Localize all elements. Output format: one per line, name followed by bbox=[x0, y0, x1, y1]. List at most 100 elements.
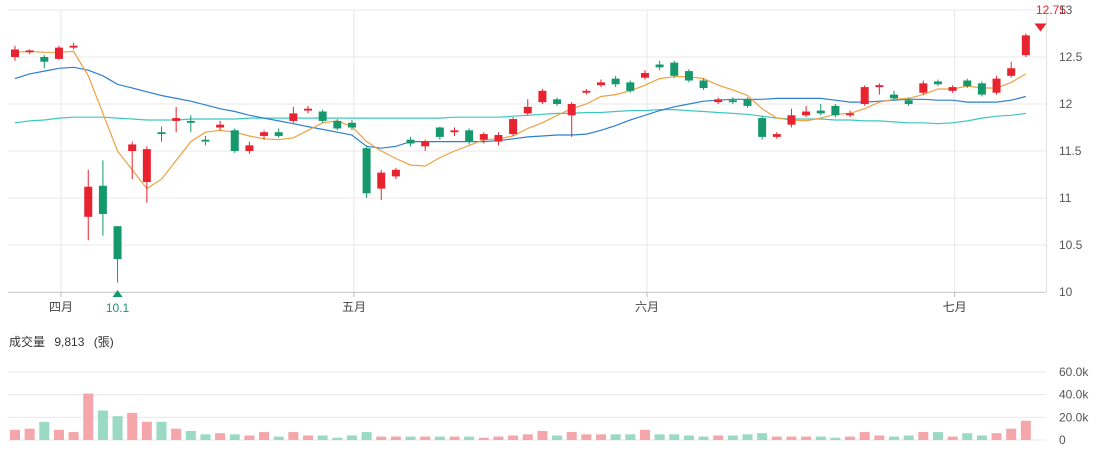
candle bbox=[421, 139, 430, 151]
candle-body bbox=[318, 111, 327, 121]
volume-bar bbox=[244, 435, 255, 440]
candle-body bbox=[465, 130, 474, 142]
candle bbox=[157, 126, 166, 142]
candle-body bbox=[274, 132, 283, 136]
candle bbox=[494, 132, 503, 146]
volume-bars bbox=[10, 393, 1031, 440]
candle bbox=[362, 145, 371, 198]
ma20-layer bbox=[14, 66, 1026, 149]
volume-value: 9,813 bbox=[54, 335, 85, 349]
candle-body bbox=[347, 122, 356, 128]
candle-body bbox=[142, 149, 151, 183]
candle-body bbox=[260, 132, 269, 136]
volume-bar bbox=[303, 435, 313, 440]
candle-body bbox=[684, 71, 693, 81]
candle bbox=[142, 146, 151, 203]
candle bbox=[787, 108, 796, 128]
candle bbox=[318, 109, 327, 123]
volume-bar bbox=[859, 432, 870, 440]
candle bbox=[113, 226, 122, 283]
candle bbox=[11, 45, 19, 61]
candle-body bbox=[84, 186, 93, 217]
volume-bar bbox=[596, 434, 606, 440]
price-y-tick-label: 12 bbox=[1059, 97, 1073, 111]
volume-bar bbox=[141, 421, 152, 440]
candle-body bbox=[977, 83, 986, 95]
ma5-line bbox=[14, 50, 1027, 190]
candle bbox=[479, 132, 488, 144]
candle-body bbox=[904, 100, 913, 104]
candle-body bbox=[421, 141, 430, 147]
volume-bar bbox=[786, 436, 797, 440]
volume-bar bbox=[464, 436, 475, 440]
volume-bar bbox=[493, 436, 504, 440]
candle bbox=[84, 169, 93, 241]
volume-bar bbox=[185, 430, 196, 440]
candle-body bbox=[509, 119, 518, 135]
candle bbox=[875, 83, 884, 95]
volume-bar bbox=[288, 432, 299, 440]
candle-body bbox=[567, 104, 576, 116]
volume-bar bbox=[581, 434, 592, 440]
volume-bar bbox=[478, 437, 489, 440]
candle bbox=[802, 105, 811, 118]
volume-bar bbox=[390, 436, 401, 440]
month-axis: 四月 五月 六月 七月 bbox=[49, 292, 967, 314]
candle bbox=[831, 104, 840, 118]
candle-body bbox=[304, 108, 312, 111]
candle-body bbox=[128, 144, 137, 151]
candle bbox=[289, 106, 298, 123]
candle-body bbox=[391, 169, 400, 177]
candle bbox=[172, 106, 181, 133]
volume-bar bbox=[1020, 420, 1031, 440]
candle-body bbox=[728, 100, 737, 103]
volume-bar bbox=[449, 436, 460, 440]
volume-bar bbox=[376, 436, 387, 440]
price-y-tick-label: 13 bbox=[1059, 3, 1073, 17]
volume-bar bbox=[669, 434, 680, 440]
volume-label: 成交量 bbox=[9, 335, 46, 349]
candle-body bbox=[1007, 68, 1016, 76]
volume-bar bbox=[962, 433, 973, 440]
volume-bar bbox=[405, 436, 416, 440]
volume-bar bbox=[742, 434, 753, 440]
candle-body bbox=[582, 90, 591, 93]
price-y-tick-label: 10 bbox=[1059, 285, 1073, 299]
candle bbox=[347, 119, 356, 131]
candle bbox=[538, 88, 547, 104]
volume-bar bbox=[830, 437, 841, 440]
candle bbox=[758, 116, 767, 140]
candle-body bbox=[98, 185, 107, 214]
candle bbox=[377, 169, 386, 200]
volume-bar bbox=[522, 434, 533, 440]
candle-body bbox=[626, 82, 635, 91]
price-y-tick-label: 11 bbox=[1059, 191, 1072, 205]
candle bbox=[655, 60, 664, 71]
candle-body bbox=[157, 132, 166, 135]
price-y-axis: 13 12.5 12 11.5 11 10.5 10 bbox=[1059, 3, 1083, 299]
volume-bar bbox=[508, 435, 519, 440]
candle-body bbox=[406, 139, 415, 144]
volume-bar bbox=[537, 430, 548, 440]
volume-bar bbox=[845, 436, 856, 440]
volume-bar bbox=[727, 435, 738, 440]
candle bbox=[948, 85, 957, 93]
volume-chart: 60.0k 40.0k 20.0k 0 bbox=[8, 365, 1089, 447]
price-chart: 10.1 12.75 13 12.5 12 11.5 11 10.5 10 四月 五月 六月 七月 bbox=[8, 3, 1083, 315]
candle-body bbox=[597, 82, 605, 86]
candle-body bbox=[172, 118, 181, 121]
candle-body bbox=[289, 113, 298, 121]
volume-bar bbox=[654, 434, 665, 440]
volume-y-tick-label: 60.0k bbox=[1059, 365, 1089, 379]
candle-body bbox=[890, 94, 898, 99]
candle bbox=[54, 45, 63, 60]
candle bbox=[509, 117, 518, 136]
candle bbox=[523, 99, 532, 116]
candle-body bbox=[875, 85, 884, 88]
volume-unit: (張) bbox=[93, 335, 114, 349]
candle bbox=[128, 141, 137, 180]
candle bbox=[25, 49, 34, 55]
candle-body bbox=[611, 78, 620, 85]
ma20-line bbox=[14, 66, 1026, 149]
candle bbox=[728, 97, 737, 104]
